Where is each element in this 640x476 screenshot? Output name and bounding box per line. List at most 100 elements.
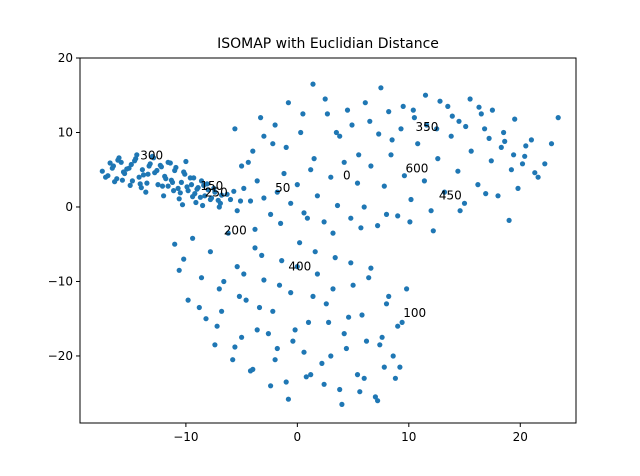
data-point — [134, 152, 140, 158]
data-point — [144, 180, 150, 186]
data-point — [169, 179, 176, 185]
data-point — [109, 165, 115, 171]
data-point — [424, 122, 430, 128]
data-point — [283, 379, 289, 385]
data-point — [354, 180, 361, 186]
data-point — [377, 342, 383, 348]
data-point — [361, 375, 367, 381]
data-point — [323, 301, 329, 307]
data-point — [254, 327, 260, 333]
data-point — [512, 116, 518, 122]
data-point — [422, 92, 429, 98]
data-point — [241, 185, 247, 191]
data-point — [107, 160, 113, 166]
annotation-label: 400 — [288, 259, 311, 273]
data-point — [292, 327, 298, 333]
data-point — [268, 211, 274, 217]
data-point — [476, 104, 482, 110]
data-point — [326, 319, 332, 325]
data-point — [198, 178, 205, 184]
data-point — [231, 188, 237, 194]
data-point — [482, 126, 488, 132]
annotation-label: 250 — [205, 186, 228, 200]
data-point — [250, 148, 256, 154]
data-point — [381, 364, 387, 370]
data-point — [274, 189, 280, 195]
data-point — [124, 166, 130, 172]
data-point — [243, 297, 249, 303]
data-point — [245, 159, 251, 165]
data-point — [376, 131, 382, 137]
data-point — [389, 137, 395, 143]
data-point — [288, 290, 294, 296]
data-point — [119, 177, 125, 183]
data-point — [310, 81, 316, 87]
data-point — [489, 107, 495, 113]
data-point — [185, 297, 191, 303]
data-point — [225, 230, 231, 236]
data-point — [216, 286, 222, 292]
data-point — [475, 182, 481, 188]
data-point — [270, 141, 276, 147]
data-point — [270, 308, 276, 314]
axes: −10 0 10 20 −20 −10 0 10 20 — [48, 51, 577, 444]
data-point — [404, 286, 410, 292]
data-point — [261, 277, 267, 283]
data-point — [456, 118, 462, 124]
data-point — [207, 249, 213, 255]
data-point — [259, 252, 265, 258]
data-point — [221, 278, 227, 285]
data-point — [224, 191, 230, 197]
data-point — [337, 386, 343, 393]
data-point — [143, 189, 149, 195]
data-point — [191, 175, 197, 181]
data-point — [103, 174, 109, 180]
data-point — [239, 334, 245, 340]
data-point — [285, 100, 291, 106]
data-point — [528, 137, 535, 143]
data-point — [555, 115, 561, 121]
data-point — [219, 192, 225, 198]
data-point — [381, 183, 387, 189]
data-point — [171, 188, 177, 194]
data-point — [506, 217, 512, 223]
data-point — [298, 129, 304, 136]
data-point — [128, 161, 134, 168]
data-point — [167, 160, 173, 166]
data-point — [357, 389, 363, 395]
data-point — [252, 226, 258, 232]
data-point — [203, 316, 209, 322]
data-point — [198, 275, 205, 281]
data-point — [181, 256, 187, 262]
data-point — [288, 200, 294, 206]
data-point — [366, 275, 372, 281]
data-point — [399, 319, 405, 325]
data-point — [319, 360, 325, 366]
data-point — [301, 349, 307, 355]
x-tick-label: 20 — [513, 430, 528, 444]
data-point — [430, 228, 436, 234]
data-point — [375, 223, 381, 229]
data-point — [411, 115, 417, 121]
data-point — [300, 111, 306, 117]
data-point — [498, 144, 504, 150]
data-point — [207, 196, 213, 203]
data-point — [214, 323, 220, 329]
data-point — [239, 163, 245, 169]
data-point — [265, 331, 271, 337]
data-point — [254, 178, 260, 184]
data-point — [310, 293, 316, 299]
data-point — [468, 148, 474, 154]
annotation-label: 0 — [343, 168, 351, 182]
data-point — [132, 158, 138, 164]
y-tick-label: −10 — [48, 274, 73, 288]
data-point — [205, 187, 211, 193]
data-point — [535, 174, 541, 180]
data-point — [146, 163, 152, 169]
data-point — [234, 264, 240, 270]
data-point — [136, 174, 142, 180]
data-point — [375, 398, 381, 404]
data-point — [383, 301, 390, 307]
data-point — [188, 182, 195, 188]
data-point — [151, 155, 157, 161]
